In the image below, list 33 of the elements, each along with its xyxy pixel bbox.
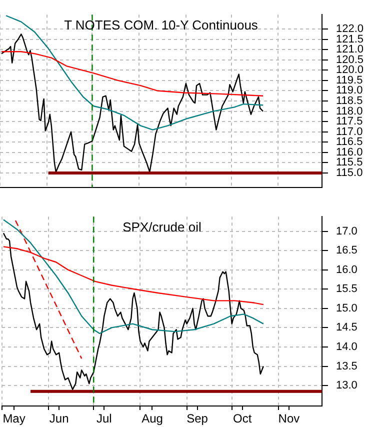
y-tick-label: 115.5	[336, 156, 363, 169]
y-tick-label: 16.0	[336, 264, 358, 276]
y-tick-label: 14.5	[336, 322, 358, 334]
x-tick-label: Oct	[233, 412, 252, 426]
y-tick-label: 121.0	[336, 44, 364, 56]
y-tick-label: 15.0	[336, 302, 358, 314]
x-tick-label: Nov	[278, 412, 300, 426]
y-tick-label: 118.0	[336, 105, 363, 118]
y-tick-label: 119.0	[336, 84, 363, 97]
y-tick-label: 119.5	[336, 74, 363, 86]
y-tick-label: 116.5	[336, 136, 363, 148]
chart-title: SPX/crude oil	[122, 220, 202, 235]
y-tick-label: 117.0	[336, 126, 363, 138]
y-tick-label: 16.5	[336, 244, 358, 257]
y-tick-label: 17.0	[336, 225, 358, 238]
y-tick-label: 13.5	[336, 360, 358, 372]
y-tick-label: 116.0	[336, 146, 363, 158]
x-tick-label: Jul	[96, 412, 112, 426]
y-tick-label: 120.5	[336, 54, 364, 66]
y-tick-label: 121.5	[336, 33, 364, 46]
chart-title: T NOTES COM. 10-Y Continuous	[64, 18, 258, 33]
y-tick-label: 115.0	[336, 167, 363, 180]
y-tick-label: 120.0	[336, 64, 364, 76]
x-tick-label: Aug	[142, 412, 163, 426]
y-tick-label: 117.5	[336, 116, 363, 128]
y-tick-label: 13.0	[336, 380, 358, 392]
y-tick-label: 14.0	[336, 341, 358, 354]
x-tick-label: May	[2, 412, 26, 426]
x-tick-label: Jun	[49, 412, 69, 426]
x-tick-label: Sep	[186, 412, 208, 426]
y-tick-label: 15.5	[336, 283, 358, 296]
y-tick-label: 118.5	[336, 95, 363, 108]
y-tick-label: 122.0	[336, 23, 364, 36]
